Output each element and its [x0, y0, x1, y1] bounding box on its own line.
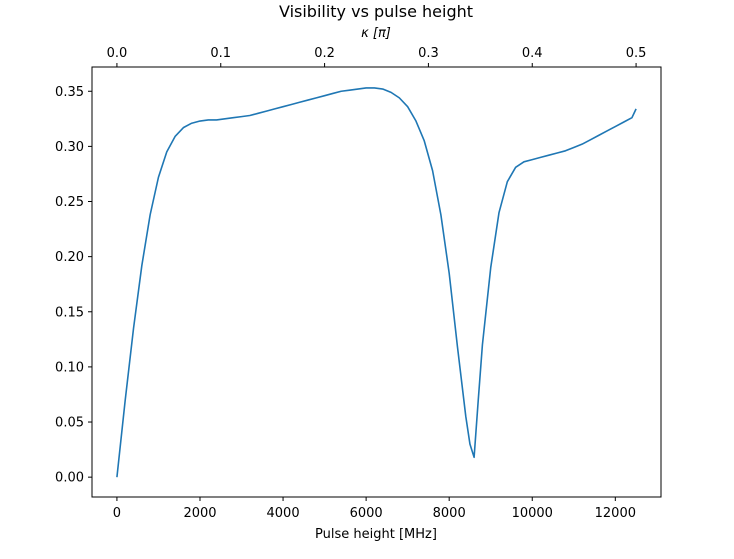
y-tick-label: 0.25 — [55, 195, 84, 210]
x-tick-label: 10000 — [512, 506, 553, 521]
top-x-tick-label: 0.2 — [314, 46, 335, 61]
series-line — [116, 87, 637, 478]
top-x-tick-label: 0.0 — [107, 46, 128, 61]
y-tick-label: 0.05 — [55, 416, 84, 431]
top-x-axis-label: κ [π] — [361, 26, 391, 41]
y-tick-label: 0.00 — [55, 471, 84, 486]
top-x-tick-label: 0.4 — [522, 46, 543, 61]
chart-title: Visibility vs pulse height — [279, 2, 473, 21]
y-tick-label: 0.30 — [55, 140, 84, 155]
x-tick-label: 0 — [113, 506, 121, 521]
x-tick-label: 12000 — [595, 506, 636, 521]
x-axis-label: Pulse height [MHz] — [315, 527, 437, 542]
y-tick-label: 0.35 — [55, 85, 84, 100]
x-tick-label: 4000 — [267, 506, 300, 521]
top-x-tick-label: 0.1 — [210, 46, 231, 61]
top-x-tick-label: 0.5 — [626, 46, 647, 61]
x-tick-label: 2000 — [183, 506, 216, 521]
top-x-tick-label: 0.3 — [418, 46, 439, 61]
y-tick-label: 0.15 — [55, 305, 84, 320]
y-tick-label: 0.20 — [55, 250, 84, 265]
plot-frame — [91, 66, 662, 498]
x-tick-label: 8000 — [433, 506, 466, 521]
y-tick-label: 0.10 — [55, 360, 84, 375]
plot-area: 0 2000 4000 6000 8000 10000 12000 0.00 0.05 0.10 0… — [55, 46, 662, 521]
x-tick-label: 6000 — [350, 506, 383, 521]
